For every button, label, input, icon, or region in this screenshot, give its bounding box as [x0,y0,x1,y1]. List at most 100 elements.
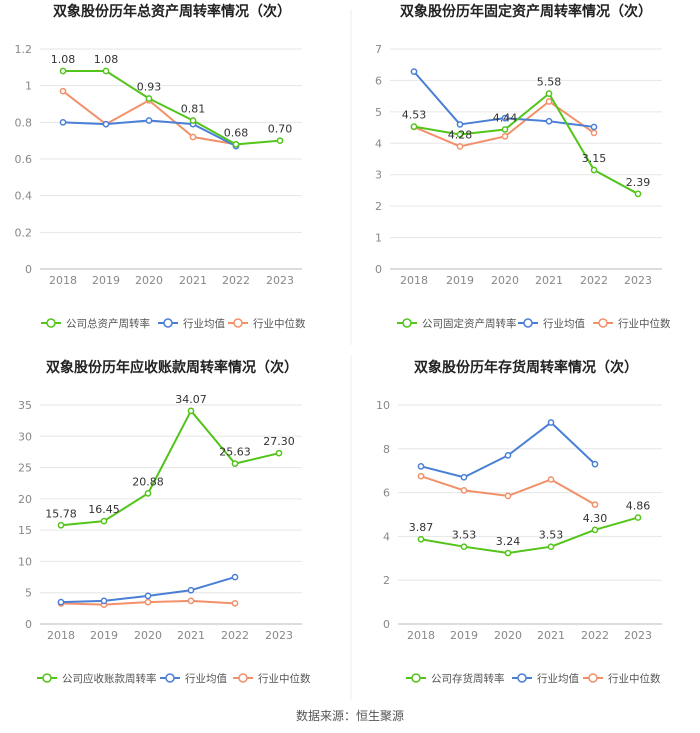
data-point-industry-avg[interactable] [460,473,468,481]
data-point-industry-median[interactable] [59,87,67,95]
data-point-industry-median[interactable] [547,476,555,483]
legend-item-industry-median[interactable]: 行业中位数 [583,672,661,685]
legend-item-company[interactable]: 公司存货周转率 [406,672,505,685]
legend-item-industry-avg[interactable]: 行业均值 [160,672,227,685]
data-point-company[interactable] [634,190,642,198]
y-tick-label: 1 [25,80,32,93]
data-point-industry-avg[interactable] [145,117,153,124]
data-point-company[interactable] [232,140,240,148]
legend-item-company[interactable]: 公司应收账款周转率 [37,672,157,685]
y-tick-label: 35 [18,399,32,412]
legend-item-industry-median[interactable]: 行业中位数 [233,672,311,685]
series-line-industry-median [420,475,596,506]
legend-label: 行业均值 [537,672,579,685]
data-point-industry-avg[interactable] [100,597,108,605]
y-tick-label: 8 [383,443,390,456]
data-point-industry-median[interactable] [545,98,553,105]
data-point-industry-avg[interactable] [590,123,598,131]
data-point-industry-avg[interactable] [410,68,418,75]
data-point-company[interactable] [100,517,108,525]
y-tick-label: 2 [383,574,390,587]
data-point-industry-avg[interactable] [144,592,152,600]
data-point-industry-avg[interactable] [504,452,512,459]
data-point-industry-median[interactable] [501,133,509,140]
x-tick-label: 2021 [537,629,565,642]
x-tick-label: 2018 [49,274,77,287]
y-tick-label: 10 [376,399,390,412]
series-line-company [420,516,639,555]
legend-label: 公司固定资产周转率 [422,317,517,330]
legend-marker [238,673,248,683]
legend-item-industry-avg[interactable]: 行业均值 [518,317,585,330]
data-point-company[interactable] [501,126,509,133]
data-point-company[interactable] [144,490,152,497]
data-point-industry-median[interactable] [189,133,197,141]
data-point-company[interactable] [460,543,468,551]
x-tick-label: 2020 [134,629,162,642]
data-point-industry-median[interactable] [456,143,464,150]
data-point-company[interactable] [591,526,599,534]
data-point-industry-median[interactable] [231,600,239,607]
data-point-industry-avg[interactable] [102,120,110,128]
x-tick-label: 2021 [179,274,207,287]
legend-label: 行业中位数 [253,317,306,330]
data-point-industry-median[interactable] [591,501,599,508]
data-point-industry-avg[interactable] [417,462,425,470]
data-point-industry-avg[interactable] [456,121,464,128]
data-point-company[interactable] [276,137,284,145]
data-point-company[interactable] [410,123,418,130]
data-point-industry-avg[interactable] [501,114,509,122]
data-point-industry-avg[interactable] [591,460,599,468]
y-tick-label: 4 [375,137,382,150]
data-point-industry-avg[interactable] [57,598,65,606]
chart-title: 双象股份历年固定资产周转率情况（次） [400,3,652,20]
data-point-industry-avg[interactable] [59,118,67,126]
legend-item-company[interactable]: 公司总资产周转率 [41,317,150,330]
legend-item-industry-median[interactable]: 行业中位数 [593,317,671,330]
data-point-company[interactable] [57,521,65,529]
data-point-company[interactable] [231,460,239,467]
data-point-industry-median[interactable] [460,487,468,494]
data-point-industry-avg[interactable] [547,419,555,426]
data-point-company[interactable] [634,514,642,521]
data-point-company[interactable] [547,543,555,551]
data-point-company[interactable] [187,407,195,415]
data-point-company[interactable] [189,117,197,124]
data-point-company[interactable] [145,95,153,102]
y-tick-label: 3 [375,169,382,182]
chart-panel-3: 双象股份历年应收账款周转率情况（次） 0 5 10 15 20 25 30 35 2018 2019… [18,359,311,685]
data-label: 4.30 [583,512,608,525]
data-point-industry-avg[interactable] [545,117,553,125]
legend-item-industry-median[interactable]: 行业中位数 [228,317,306,330]
data-point-company[interactable] [417,535,425,543]
data-point-industry-median[interactable] [590,129,598,137]
y-tick-label: 0.8 [15,116,33,129]
legend-marker [411,673,421,683]
data-point-company[interactable] [590,166,598,174]
y-tick-label: 30 [18,430,32,443]
data-label: 4.28 [448,128,473,141]
legend-item-industry-avg[interactable]: 行业均值 [512,672,579,685]
legend-marker [588,673,598,683]
data-point-industry-median[interactable] [417,472,425,480]
data-point-company[interactable] [275,449,283,457]
data-label: 16.45 [88,503,120,516]
data-point-company[interactable] [456,131,464,138]
legend-marker [165,673,175,683]
data-point-company[interactable] [504,549,512,557]
data-point-industry-median[interactable] [187,597,195,605]
data-point-industry-avg[interactable] [187,586,195,594]
legend-item-industry-avg[interactable]: 行业均值 [158,317,225,330]
legend-item-company[interactable]: 公司固定资产周转率 [397,317,517,330]
data-point-company[interactable] [545,90,553,97]
data-point-industry-median[interactable] [144,598,152,606]
data-label: 4.53 [402,109,427,122]
data-point-company[interactable] [59,67,67,75]
data-point-industry-median[interactable] [504,492,512,500]
data-point-industry-avg[interactable] [231,573,239,581]
data-label: 1.08 [51,53,76,66]
data-point-company[interactable] [102,67,110,75]
data-label: 4.86 [626,500,651,513]
legend-label: 行业中位数 [258,672,311,685]
legend-marker [517,673,527,683]
